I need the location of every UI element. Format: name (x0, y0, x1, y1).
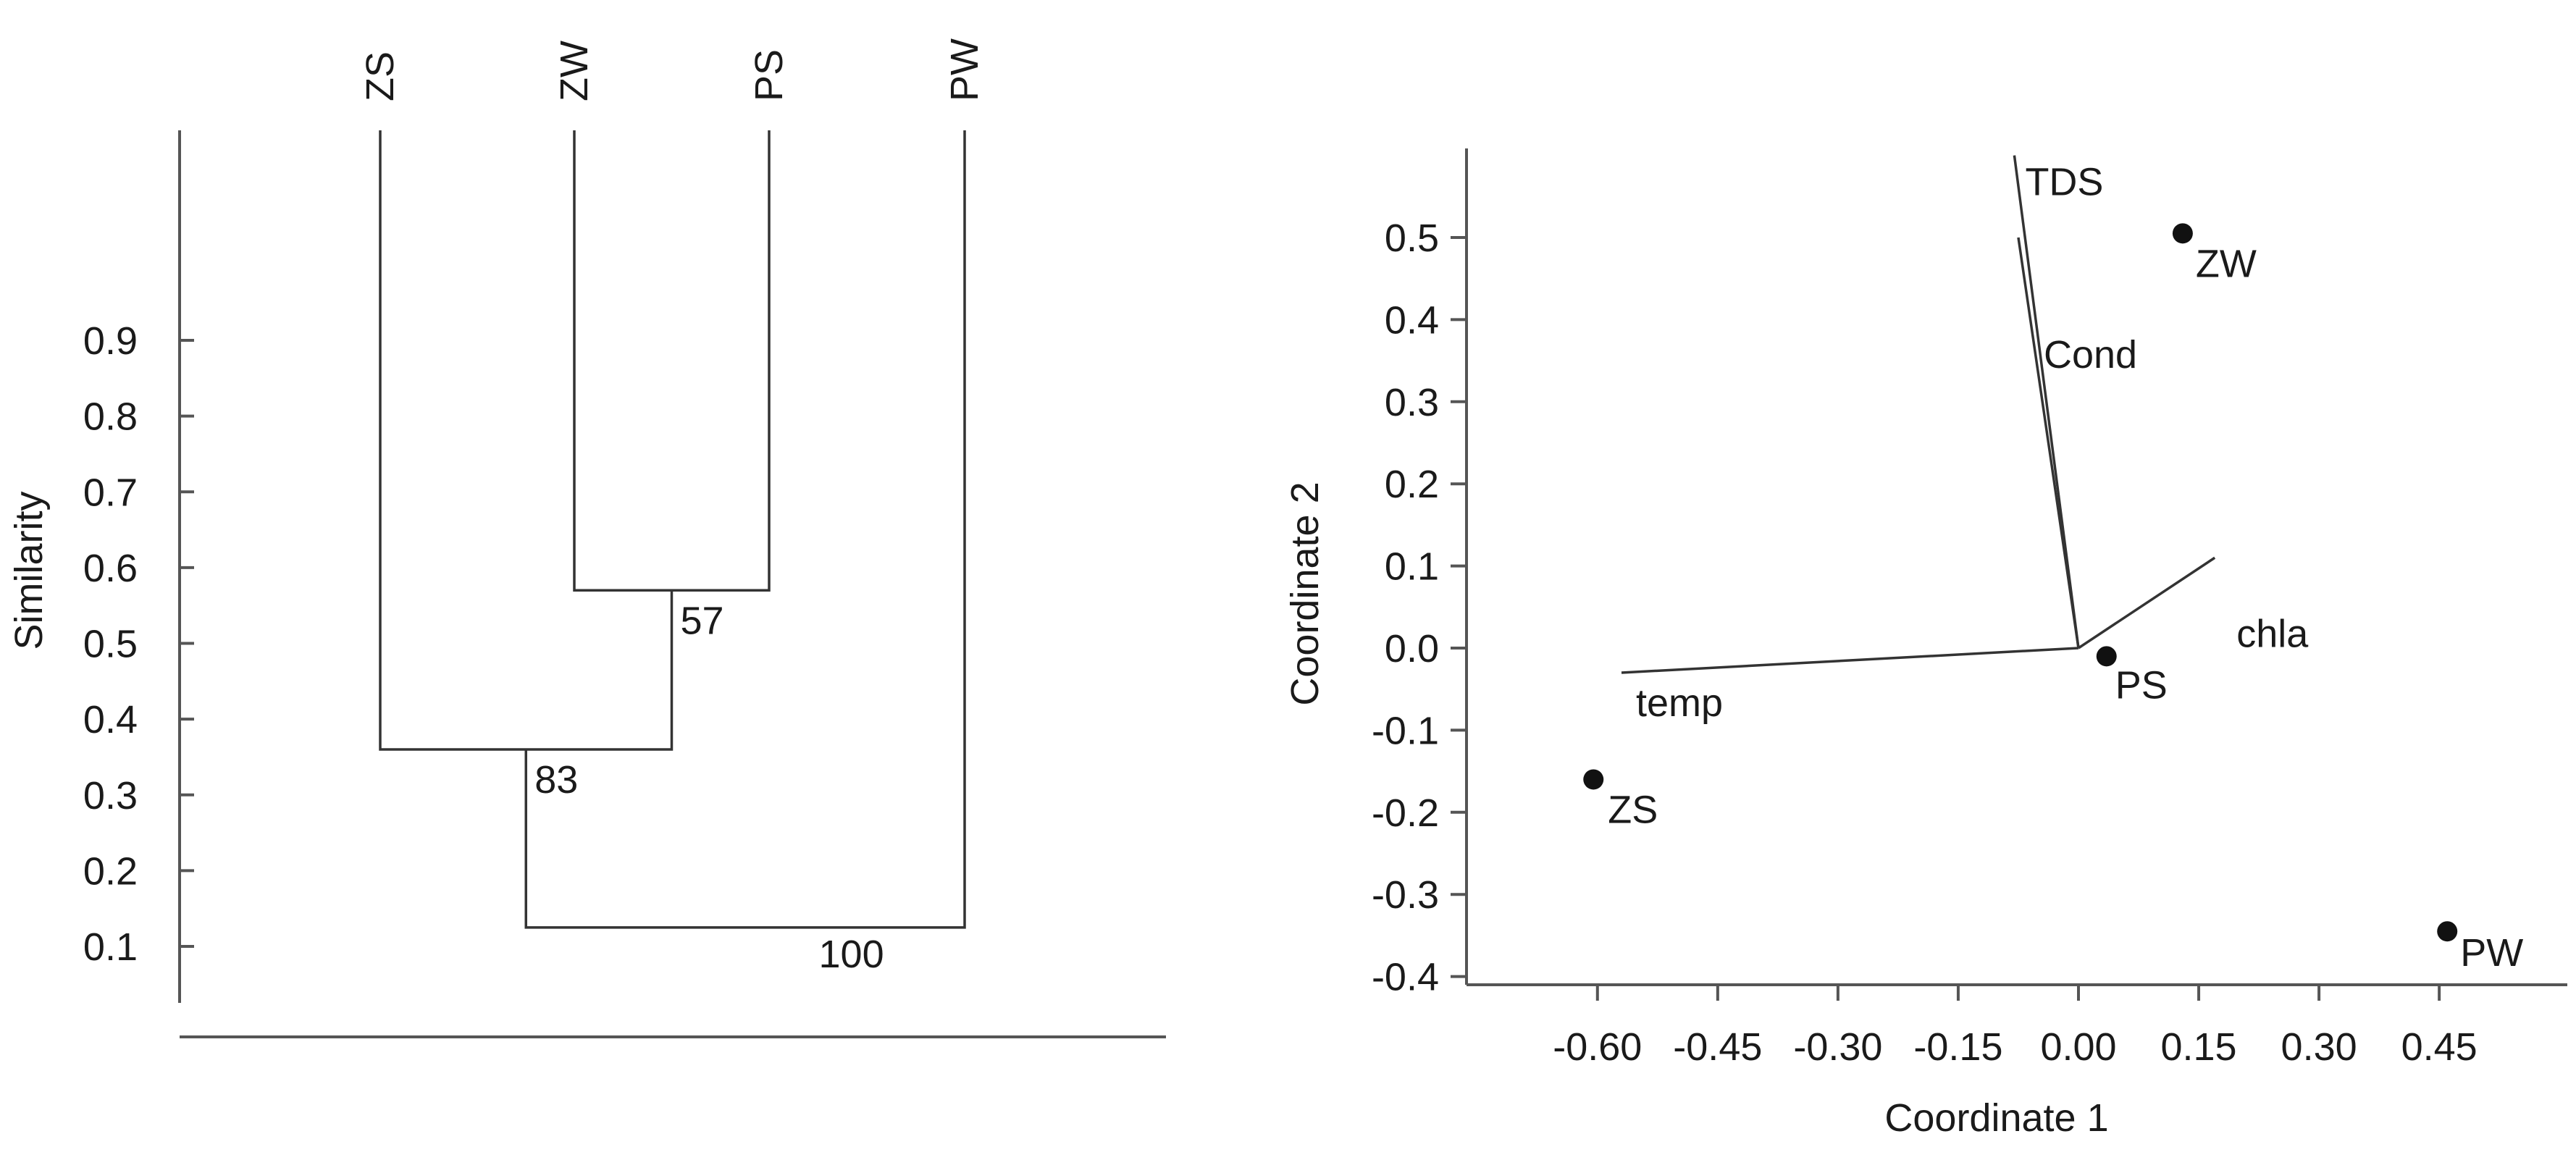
pcoa-point-label: PW (2460, 931, 2523, 975)
pcoa-point (2096, 646, 2117, 667)
dendrogram-merge-link (524, 130, 966, 929)
dendrogram-y-tick-label: 0.6 (83, 547, 138, 590)
dendrogram-tree: ZS ZW PS PW 57 83 100 (358, 38, 986, 976)
dendrogram-y-ticks: 0.1 0.2 0.3 0.4 0.5 0.6 0.7 0.8 0.9 (83, 319, 194, 969)
pcoa-x-axis-title: Coordinate 1 (1884, 1096, 2108, 1140)
pcoa-y-tick-label: 0.0 (1385, 627, 1439, 671)
dendrogram-merge-link (379, 130, 674, 751)
pcoa-vectors: TDS Cond chla temp (1621, 155, 2309, 725)
pcoa-points: ZW PS ZS PW (1583, 223, 2523, 975)
pcoa-vector-line (2013, 155, 2080, 649)
dendrogram-y-tick-label: 0.1 (83, 925, 138, 969)
pcoa-panel: -0.4-0.3-0.2-0.10.00.10.20.30.40.5-0.60-… (1283, 148, 2567, 1140)
pcoa-x-tick-label: -0.15 (1913, 1025, 2002, 1069)
dendrogram-y-tick-label: 0.7 (83, 471, 138, 514)
dendrogram-node-label: 57 (681, 599, 724, 642)
pcoa-point (2437, 921, 2458, 942)
pcoa-vector-line (1621, 647, 2079, 674)
pcoa-point-label: PS (2115, 663, 2168, 707)
pcoa-x-tick-label: 0.45 (2401, 1025, 2478, 1069)
pcoa-point-label: ZS (1608, 788, 1658, 831)
dendrogram-panel: 0.1 0.2 0.3 0.4 0.5 0.6 0.7 0.8 0.9 ZS ZW PS PW 57 83… (7, 38, 1166, 1038)
dendrogram-node-label: 83 (534, 758, 578, 802)
dendrogram-leaf-label: PW (943, 38, 986, 101)
pcoa-vector-label: TDS (2025, 161, 2103, 204)
pcoa-y-tick-label: -0.4 (1372, 956, 1439, 999)
pcoa-vector-label: chla (2236, 612, 2309, 655)
pcoa-y-tick-label: 0.3 (1385, 381, 1439, 424)
dendrogram-y-tick-label: 0.8 (83, 395, 138, 439)
dendrogram-y-tick-label: 0.3 (83, 774, 138, 818)
pcoa-x-tick-label: -0.45 (1673, 1025, 1762, 1069)
pcoa-y-tick-label: 0.5 (1385, 217, 1439, 260)
pcoa-vector-line (2078, 556, 2216, 650)
dendrogram-y-tick-label: 0.2 (83, 849, 138, 893)
dendrogram-leaf-label: ZS (358, 51, 402, 101)
pcoa-x-tick-label: -0.60 (1553, 1025, 1642, 1069)
pcoa-ticks: -0.4-0.3-0.2-0.10.00.10.20.30.40.5-0.60-… (1372, 217, 2478, 1069)
pcoa-vector-label: temp (1636, 681, 1723, 725)
dendrogram-leaf-label: ZW (553, 41, 596, 101)
pcoa-y-axis-title: Coordinate 2 (1283, 482, 1327, 705)
dendrogram-node-label: 100 (819, 933, 884, 976)
pcoa-point-label: ZW (2196, 242, 2257, 285)
pcoa-y-tick-label: 0.4 (1385, 298, 1439, 342)
dendrogram-y-axis-title: Similarity (7, 491, 51, 650)
pcoa-point (2172, 223, 2193, 244)
dendrogram-leaf-label: PS (747, 49, 791, 101)
pcoa-y-tick-label: 0.1 (1385, 545, 1439, 589)
pcoa-vector-label: Cond (2044, 333, 2137, 377)
pcoa-x-tick-label: 0.15 (2160, 1025, 2236, 1069)
pcoa-y-tick-label: -0.1 (1372, 709, 1439, 752)
pcoa-point (1583, 769, 1604, 790)
pcoa-x-tick-label: 0.30 (2281, 1025, 2357, 1069)
pcoa-y-tick-label: -0.2 (1372, 791, 1439, 835)
pcoa-vector-line (2017, 237, 2080, 649)
dendrogram-y-tick-label: 0.5 (83, 623, 138, 666)
dendrogram-merge-link (573, 130, 771, 592)
pcoa-x-tick-label: -0.30 (1793, 1025, 1882, 1069)
pcoa-y-tick-label: 0.2 (1385, 463, 1439, 506)
pcoa-x-tick-label: 0.00 (2040, 1025, 2116, 1069)
dendrogram-y-tick-label: 0.4 (83, 698, 138, 741)
dendrogram-y-tick-label: 0.9 (83, 319, 138, 363)
pcoa-y-tick-label: -0.3 (1372, 873, 1439, 917)
